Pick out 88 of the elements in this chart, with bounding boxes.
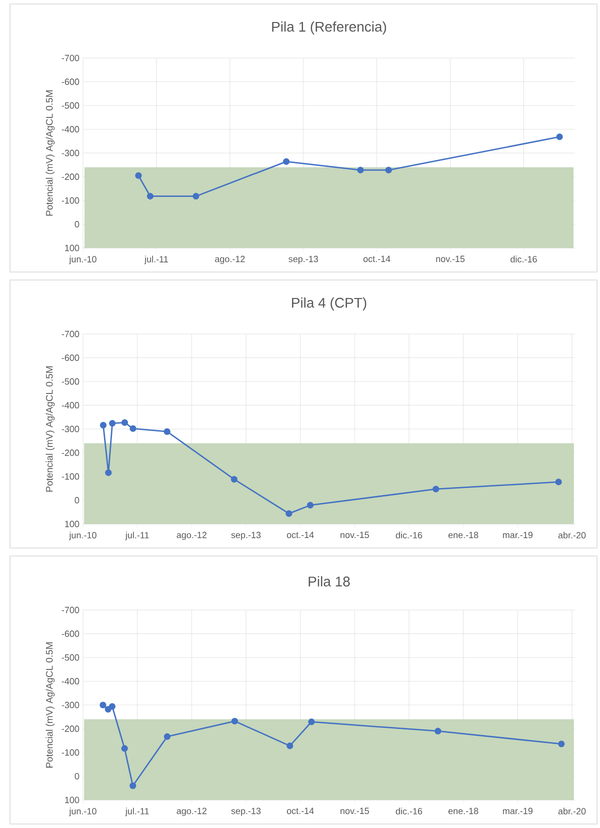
point: [385, 166, 392, 174]
x-tick-label: sep.-13: [288, 256, 318, 264]
point: [556, 134, 563, 140]
y-tick-label: 100: [65, 520, 80, 528]
y-tick-label: 100: [65, 244, 80, 252]
y-tick-label: -100: [62, 749, 80, 756]
y-axis-title: Potencial (mV) Ag/AgCL 0.5M: [46, 642, 55, 768]
x-tick-label: dic.-16: [396, 808, 422, 814]
y-tick-label: -600: [62, 630, 80, 637]
point: [282, 158, 290, 165]
x-tick-label: oct.-14: [286, 532, 314, 538]
x-tick-label: sep.-13: [231, 808, 261, 816]
y-tick-label: -200: [62, 450, 80, 456]
point: [558, 740, 565, 748]
x-tick-label: oct.-14: [363, 256, 390, 262]
x-tick-label: mar.-19: [503, 532, 532, 538]
y-tick-label: -500: [62, 102, 80, 109]
x-tick-label: dic.-16: [510, 256, 537, 262]
y-tick-label: -300: [62, 150, 80, 156]
point: [164, 428, 170, 435]
point: [130, 425, 136, 432]
y-tick-label: -700: [62, 330, 80, 338]
point: [100, 422, 107, 428]
point: [130, 782, 136, 790]
point: [357, 166, 364, 174]
point: [164, 733, 171, 740]
y-tick-label: -200: [62, 726, 80, 732]
point: [192, 192, 200, 200]
point: [105, 469, 112, 476]
chart-title: Pila 18: [308, 576, 350, 586]
y-tick-label: 100: [65, 796, 80, 804]
x-tick-label: dic.-16: [396, 532, 422, 538]
y-tick-label: -500: [62, 654, 80, 661]
y-tick-label: -600: [62, 78, 80, 85]
point: [286, 742, 294, 750]
point: [308, 718, 315, 726]
x-tick-label: jul.-11: [125, 808, 149, 816]
y-tick-label: -100: [62, 473, 80, 480]
y-tick-label: 0: [74, 497, 80, 504]
x-tick-label: nov.-15: [436, 256, 465, 262]
y-tick-label: -300: [62, 702, 80, 708]
point: [109, 420, 116, 427]
x-tick-label: ene.-18: [448, 808, 478, 814]
x-tick-label: ago.-12: [176, 808, 206, 816]
point: [135, 172, 142, 179]
y-tick-label: -400: [62, 126, 80, 132]
x-tick-label: jun.-10: [69, 256, 96, 264]
x-tick-label: mar.-19: [503, 808, 532, 814]
point: [286, 510, 292, 517]
y-tick-label: -300: [62, 426, 80, 432]
y-tick-label: 0: [74, 221, 80, 228]
x-tick-label: abr.-20: [558, 808, 586, 814]
y-axis-title: Potencial (mV) Ag/AgCL 0.5M: [46, 90, 55, 216]
y-tick-label: 0: [74, 773, 80, 780]
point: [121, 745, 128, 752]
point: [230, 476, 238, 483]
y-tick-label: -700: [62, 606, 80, 614]
x-tick-label: jul.-11: [125, 532, 149, 540]
x-tick-label: jun.-10: [69, 532, 96, 540]
x-tick-label: abr.-20: [558, 532, 586, 538]
y-tick-label: -100: [62, 197, 80, 204]
chart-title: Pila 1 (Referencia): [272, 21, 386, 34]
x-tick-label: jul.-11: [144, 256, 168, 264]
point: [555, 478, 562, 486]
x-tick-label: jun.-10: [69, 808, 96, 816]
y-tick-label: -400: [62, 678, 80, 684]
y-tick-label: -600: [62, 354, 80, 361]
y-tick-label: -700: [62, 54, 80, 62]
y-tick-label: -200: [62, 174, 80, 180]
y-axis-title: Potencial (mV) Ag/AgCL 0.5M: [46, 366, 55, 492]
x-tick-label: sep.-13: [231, 532, 261, 540]
point: [146, 192, 154, 200]
x-tick-label: ene.-18: [448, 532, 478, 538]
y-tick-label: -400: [62, 402, 80, 408]
x-tick-label: nov.-15: [340, 808, 369, 814]
point: [121, 419, 128, 426]
point: [434, 728, 442, 734]
x-tick-label: oct.-14: [286, 808, 314, 814]
point: [108, 703, 116, 710]
point: [432, 486, 440, 492]
y-tick-label: -500: [62, 378, 80, 385]
x-tick-label: ago.-12: [176, 532, 206, 540]
point: [306, 502, 314, 509]
point: [231, 718, 238, 724]
point: [100, 702, 106, 708]
chart-title: Pila 4 (CPT): [292, 297, 366, 310]
x-tick-label: ago.-12: [215, 256, 245, 264]
x-tick-label: nov.-15: [340, 532, 369, 538]
